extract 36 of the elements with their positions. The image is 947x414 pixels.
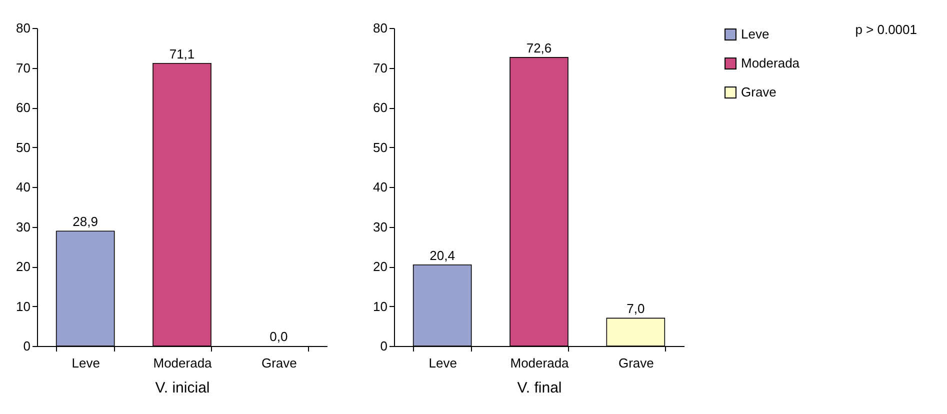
- y-tick-label: 40: [373, 180, 388, 194]
- data-label: 72,6: [526, 40, 552, 56]
- x-tick-label: Moderada: [153, 356, 213, 370]
- x-axis-title: V. inicial: [155, 380, 210, 396]
- y-tick-label: 80: [373, 20, 388, 36]
- y-tick-label: 10: [373, 298, 388, 314]
- legend-label: Grave: [741, 84, 776, 100]
- text: p > 0.0001: [855, 22, 917, 37]
- y-tick-label: 30: [373, 219, 388, 234]
- y-tick-label: 50: [16, 140, 30, 155]
- data-label: 0,0: [270, 329, 288, 344]
- y-tick-label: 0: [380, 338, 388, 354]
- y-tick-label: 50: [373, 140, 388, 155]
- legend-label: Moderada: [741, 56, 800, 70]
- y-tick-label: 70: [373, 60, 388, 76]
- x-tick-label: Leve: [72, 356, 100, 370]
- y-tick-label: 40: [16, 180, 30, 194]
- data-label: 7,0: [626, 301, 645, 316]
- data-label: 28,9: [72, 214, 98, 230]
- x-tick-label: Grave: [261, 356, 297, 370]
- data-label: 71,1: [169, 46, 195, 62]
- y-tick-label: 0: [23, 338, 30, 354]
- y-tick-label: 70: [16, 60, 30, 76]
- y-tick-label: 20: [16, 259, 30, 274]
- legend-label: Leve: [741, 26, 770, 42]
- data-label: 20,4: [430, 248, 455, 263]
- y-tick-label: 20: [373, 259, 388, 274]
- x-tick-label: Moderada: [510, 356, 570, 370]
- x-axis-title: V. final: [517, 380, 562, 396]
- x-tick-label: Leve: [428, 356, 457, 370]
- y-tick-label: 30: [16, 219, 30, 234]
- y-tick-label: 60: [373, 100, 388, 115]
- y-tick-label: 10: [16, 298, 30, 314]
- y-tick-label: 80: [16, 20, 30, 36]
- y-tick-label: 60: [16, 100, 30, 115]
- x-tick-label: Grave: [618, 356, 654, 370]
